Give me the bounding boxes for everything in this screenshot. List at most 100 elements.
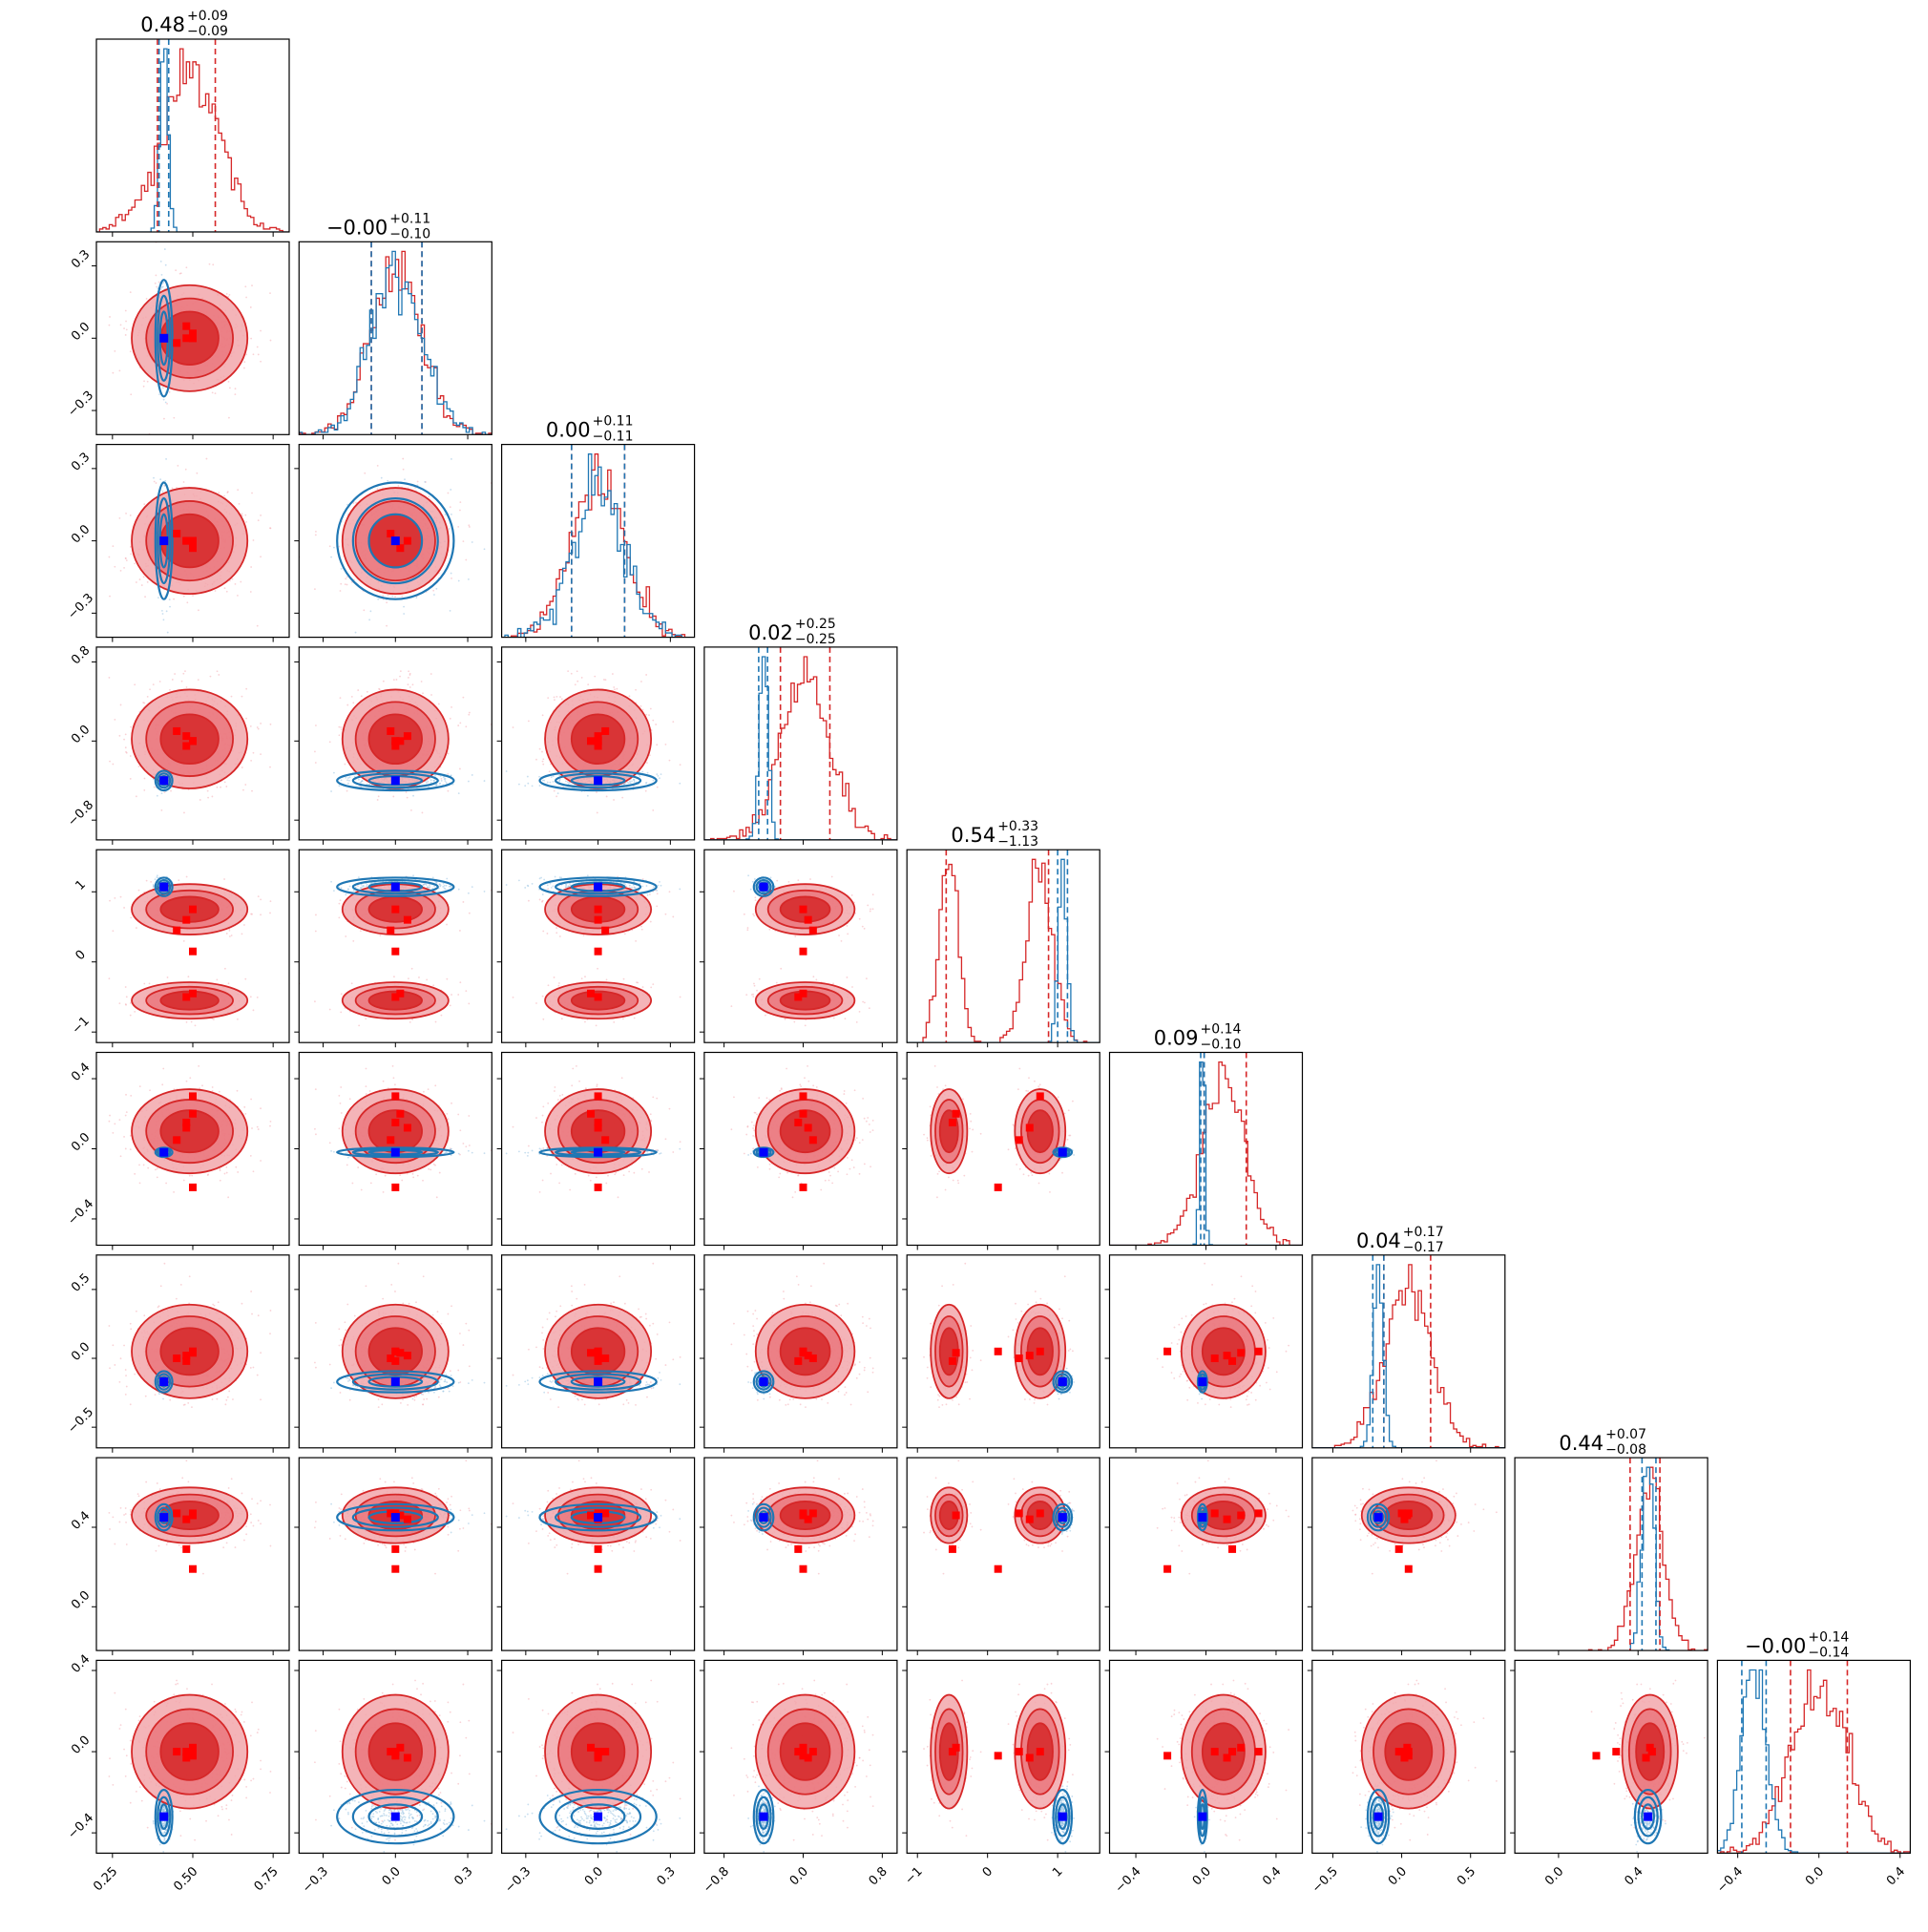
scatter-panel-4-5 — [730, 874, 873, 1026]
red-marker — [189, 1110, 197, 1118]
red-marker — [794, 1357, 802, 1365]
red-marker — [182, 1545, 190, 1553]
red-marker — [799, 1565, 807, 1573]
title-minus-error: −0.09 — [187, 24, 228, 39]
y-tick-label: −0.3 — [65, 591, 96, 622]
x-tick-label: 0.0 — [1803, 1864, 1827, 1888]
scatter-panel-6-7 — [1157, 1263, 1289, 1408]
red-marker — [182, 1357, 190, 1365]
title-minus-error: −0.10 — [389, 226, 430, 242]
red-marker — [189, 1752, 197, 1759]
title-minus-error: −0.08 — [1605, 1442, 1646, 1458]
param-title-2: −0.00+0.11−0.10 — [326, 211, 430, 242]
red-marker — [587, 1744, 595, 1752]
red-marker — [1026, 1352, 1034, 1359]
panel-frame — [704, 1458, 897, 1650]
title-median: 0.00 — [546, 419, 591, 442]
title-plus-error: +0.25 — [795, 617, 836, 632]
scatter-panel-1-9 — [109, 1680, 272, 1862]
histogram-panel-5 — [907, 850, 1100, 1042]
title-minus-error: −0.25 — [795, 632, 836, 647]
red-marker — [173, 1136, 180, 1144]
red-marker — [1255, 1348, 1263, 1355]
scatter-panel-1-8 — [109, 1460, 272, 1574]
scatter-panel-4-8 — [730, 1460, 873, 1574]
x-tick-label: 0.4 — [1884, 1864, 1908, 1888]
red-marker — [953, 1349, 960, 1356]
y-tick-label: 0 — [73, 948, 89, 963]
scatter-panel-2-5 — [299, 874, 492, 1026]
red-marker — [949, 1119, 956, 1126]
title-median: −0.00 — [1745, 1634, 1806, 1657]
y-tick-label: 0.4 — [69, 1060, 93, 1084]
y-tick-label: 0.0 — [69, 1588, 93, 1612]
red-marker — [587, 1349, 595, 1356]
scatter-panel-5-9 — [923, 1680, 1075, 1862]
title-median: 0.54 — [951, 824, 995, 847]
red-marker — [595, 737, 602, 745]
red-marker — [189, 1092, 197, 1100]
red-marker — [1405, 1565, 1413, 1573]
red-marker — [173, 727, 180, 735]
red-marker — [404, 916, 411, 924]
red-marker — [173, 927, 180, 934]
panel-frame — [502, 1458, 695, 1650]
scatter-panel-5-7 — [923, 1263, 1075, 1408]
truth-marker — [159, 1513, 168, 1522]
histogram-red-series — [1312, 1265, 1505, 1448]
scatter-panel-3-9 — [506, 1680, 681, 1862]
x-tick-label: 1 — [1050, 1864, 1065, 1880]
red-marker — [953, 1511, 960, 1519]
red-marker — [404, 1754, 411, 1761]
title-plus-error: +0.11 — [593, 414, 634, 430]
red-marker — [1255, 1748, 1263, 1755]
truth-marker — [1058, 1148, 1067, 1157]
x-tick-label: 0.0 — [787, 1864, 811, 1888]
red-marker — [391, 1092, 399, 1100]
red-marker — [1403, 1744, 1411, 1752]
red-marker — [1016, 1509, 1023, 1517]
red-marker — [182, 916, 190, 924]
red-marker — [391, 1565, 399, 1573]
histogram-panel-1 — [96, 39, 289, 232]
red-marker — [595, 906, 602, 914]
red-marker — [189, 1565, 197, 1573]
red-marker — [387, 727, 394, 735]
y-tick-label: 0.3 — [69, 247, 93, 271]
red-marker — [595, 1752, 602, 1759]
red-marker — [995, 1184, 1002, 1191]
title-median: 0.04 — [1356, 1229, 1401, 1252]
title-median: 0.44 — [1559, 1432, 1603, 1455]
histogram-panel-4 — [704, 647, 897, 840]
red-marker — [189, 334, 197, 342]
red-marker — [1016, 1136, 1023, 1144]
truth-marker — [1644, 1813, 1652, 1821]
red-marker — [1163, 1752, 1171, 1759]
red-marker — [1016, 1354, 1023, 1362]
truth-marker — [1058, 1813, 1067, 1821]
red-marker — [949, 1748, 956, 1755]
x-tick-label: 0.0 — [1190, 1864, 1214, 1888]
red-marker — [799, 1511, 807, 1519]
x-tick-label: 0.0 — [1386, 1864, 1410, 1888]
red-marker — [595, 916, 602, 924]
x-tick-label: 0.75 — [252, 1864, 282, 1894]
scatter-panel-4-9 — [730, 1680, 873, 1862]
histogram-blue-series — [1312, 1265, 1505, 1448]
x-tick-label: 0.3 — [655, 1864, 679, 1888]
truth-marker — [1374, 1513, 1383, 1522]
red-marker — [1228, 1357, 1236, 1365]
histogram-blue-series — [1110, 1062, 1303, 1246]
truth-marker — [594, 1148, 602, 1157]
red-marker — [1646, 1744, 1654, 1752]
scatter-panel-5-6 — [923, 1065, 1075, 1198]
histogram-panel-6 — [1110, 1053, 1303, 1246]
red-marker — [189, 906, 197, 914]
truth-marker — [594, 1813, 602, 1821]
truth-marker — [1198, 1513, 1206, 1522]
y-tick-label: 0.0 — [69, 1733, 93, 1757]
red-marker — [809, 1136, 817, 1144]
truth-marker — [391, 1813, 400, 1821]
red-marker — [189, 1511, 197, 1519]
truth-marker — [159, 1377, 168, 1386]
